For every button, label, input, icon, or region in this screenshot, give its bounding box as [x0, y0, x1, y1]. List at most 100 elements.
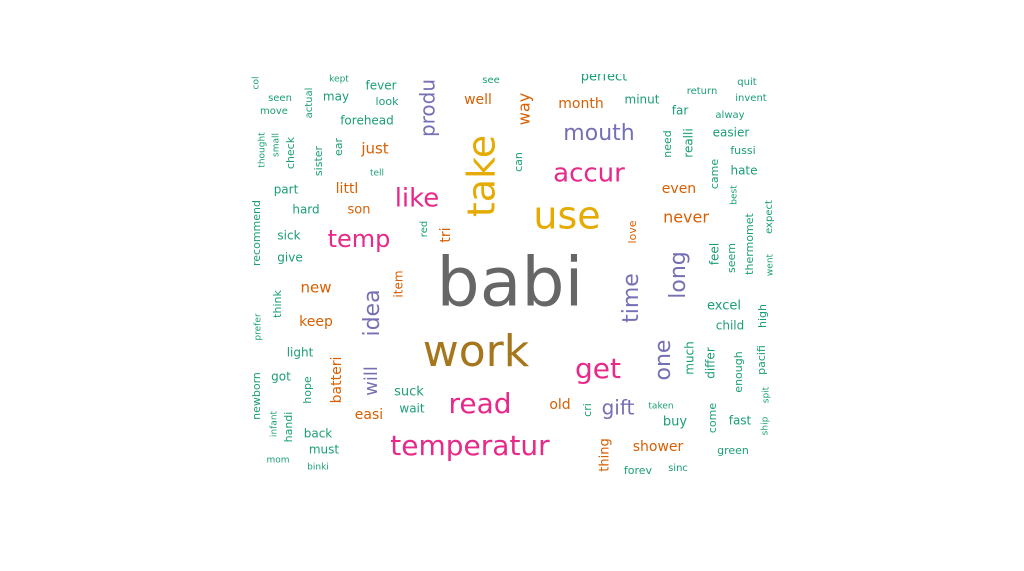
word-expect: expect — [764, 200, 775, 234]
word-keep: keep — [299, 314, 333, 330]
word-prefer: prefer — [254, 313, 264, 340]
word-take: take — [460, 135, 504, 217]
word-think: think — [271, 290, 284, 318]
word-mom: mom — [266, 456, 289, 466]
word-excel: excel — [707, 299, 741, 314]
word-come: come — [706, 403, 719, 433]
word-babi: babi — [437, 244, 584, 323]
word-child: child — [716, 319, 745, 333]
word-back: back — [304, 427, 333, 441]
word-can: can — [512, 152, 525, 172]
word-easier: easier — [713, 126, 750, 140]
word-batteri: batteri — [329, 357, 345, 404]
word-actual: actual — [304, 88, 315, 119]
word-thermomet: thermomet — [743, 213, 756, 275]
word-best: best — [730, 185, 740, 205]
word-binki: binki — [307, 463, 329, 473]
word-must: must — [309, 443, 340, 457]
word-infant: infant — [270, 410, 280, 437]
word-temp: temp — [328, 225, 391, 253]
word-minut: minut — [625, 93, 660, 107]
word-invent: invent — [735, 93, 767, 104]
word-fever: fever — [365, 79, 396, 93]
word-thing: thing — [598, 438, 613, 471]
word-may: may — [323, 90, 349, 104]
word-differ: differ — [704, 347, 718, 379]
word-shower: shower — [633, 439, 684, 455]
word-month: month — [558, 96, 603, 112]
word-hard: hard — [292, 203, 319, 217]
word-work: work — [423, 326, 530, 377]
word-high: high — [756, 304, 769, 328]
word-return: return — [687, 86, 718, 97]
word-tell: tell — [370, 169, 384, 179]
word-mouth: mouth — [563, 121, 634, 146]
word-produ: produ — [416, 79, 440, 137]
word-light: light — [287, 346, 314, 360]
word-newborn: newborn — [250, 372, 263, 420]
word-new: new — [300, 279, 331, 297]
word-much: much — [683, 341, 697, 375]
word-littl: littl — [336, 181, 359, 197]
word-seem: seem — [725, 243, 738, 273]
word-thought: thought — [258, 132, 268, 168]
word-kept: kept — [329, 75, 349, 85]
word-temperatur: temperatur — [390, 429, 550, 462]
word-came: came — [708, 159, 721, 190]
word-one: one — [651, 340, 676, 381]
word-long: long — [666, 251, 691, 298]
word-forehead: forehead — [340, 114, 394, 128]
word-enough: enough — [732, 351, 745, 392]
word-way: way — [515, 93, 534, 125]
word-tri: tri — [438, 227, 454, 242]
word-small: small — [272, 133, 282, 157]
word-will: will — [361, 366, 382, 396]
word-got: got — [271, 370, 291, 384]
word-red: red — [419, 221, 430, 237]
word-feel: feel — [708, 243, 722, 265]
word-easi: easi — [355, 407, 383, 423]
word-sinc: sinc — [668, 463, 688, 474]
word-quit: quit — [737, 77, 756, 88]
word-went: went — [766, 253, 776, 276]
word-never: never — [663, 208, 709, 227]
word-seen: seen — [268, 93, 292, 104]
word-pacifi: pacifi — [755, 345, 768, 375]
word-just: just — [360, 140, 388, 158]
word-wait: wait — [399, 402, 425, 416]
word-fast: fast — [729, 414, 752, 428]
word-well: well — [464, 92, 492, 108]
word-spit: spit — [762, 386, 772, 403]
word-read: read — [448, 387, 511, 420]
word-green: green — [717, 444, 749, 457]
word-taken: taken — [648, 402, 673, 412]
word-like: like — [395, 184, 440, 214]
word-suck: suck — [394, 385, 424, 400]
word-alway: alway — [715, 110, 744, 121]
word-love: love — [626, 220, 639, 243]
word-give: give — [277, 251, 302, 265]
word-time: time — [619, 273, 644, 323]
word-ear: ear — [332, 138, 345, 157]
word-col: col — [252, 77, 262, 90]
word-idea: idea — [360, 289, 385, 336]
word-forev: forev — [624, 464, 653, 477]
word-even: even — [662, 181, 696, 197]
word-check: check — [284, 136, 297, 169]
word-hope: hope — [301, 376, 314, 404]
word-use: use — [533, 194, 600, 238]
word-item: item — [392, 270, 406, 297]
word-look: look — [376, 95, 400, 108]
word-get: get — [575, 352, 621, 385]
word-fussi: fussi — [730, 144, 755, 157]
word-need: need — [661, 130, 674, 158]
word-accur: accur — [553, 159, 625, 189]
word-realli: realli — [682, 128, 696, 157]
word-perfect: perfect — [581, 70, 627, 85]
word-recommend: recommend — [250, 200, 263, 266]
word-old: old — [549, 397, 570, 413]
word-move: move — [260, 106, 288, 117]
word-part: part — [274, 183, 299, 197]
word-handi: handi — [282, 412, 295, 443]
